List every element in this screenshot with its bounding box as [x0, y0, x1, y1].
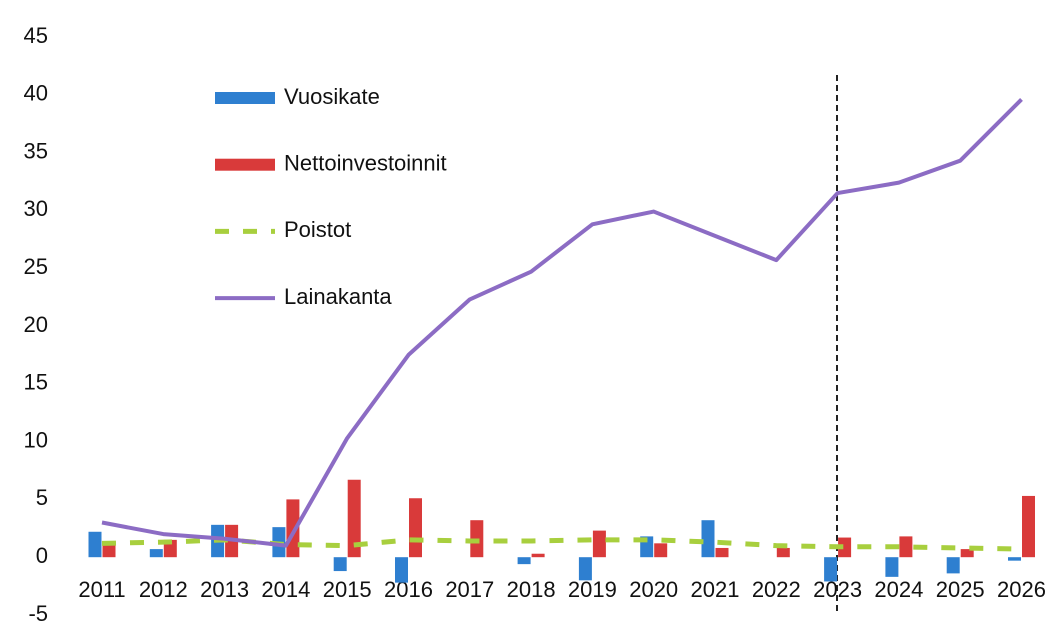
- bar: [578, 557, 592, 581]
- bar: [946, 557, 960, 574]
- legend-label: Poistot: [284, 217, 351, 242]
- y-tick-label: 40: [24, 81, 48, 106]
- bar: [715, 547, 729, 558]
- y-tick-label: 30: [24, 196, 48, 221]
- x-tick-label: 2015: [323, 577, 372, 602]
- legend-swatch: [215, 92, 275, 104]
- x-tick-label: 2019: [568, 577, 617, 602]
- bar: [149, 549, 163, 558]
- bar: [885, 557, 899, 577]
- line: [101, 98, 1023, 548]
- x-tick-label: 2020: [629, 577, 678, 602]
- bar: [409, 498, 422, 558]
- bar: [347, 479, 361, 558]
- x-tick-label: 2026: [997, 577, 1046, 602]
- bar: [88, 531, 102, 558]
- y-tick-label: 5: [36, 485, 48, 510]
- bar: [1008, 557, 1021, 561]
- bar: [899, 536, 913, 558]
- y-tick-label: 10: [24, 427, 48, 452]
- x-tick-label: 2016: [384, 577, 433, 602]
- bar: [102, 544, 116, 558]
- y-tick-label: 25: [24, 254, 48, 279]
- x-tick-label: 2012: [139, 577, 188, 602]
- y-tick-label: 15: [24, 370, 48, 395]
- x-tick-label: 2023: [813, 577, 862, 602]
- bar: [531, 553, 545, 558]
- bar: [701, 520, 715, 558]
- bar: [517, 557, 531, 565]
- bar: [960, 549, 974, 558]
- bar: [776, 547, 790, 558]
- x-tick-label: 2022: [752, 577, 801, 602]
- legend-label: Nettoinvestoinnit: [284, 151, 447, 176]
- legend-swatch: [215, 158, 275, 171]
- x-tick-label: 2011: [78, 577, 125, 602]
- y-tick-label: 45: [24, 23, 48, 48]
- legend-label: Lainakanta: [284, 284, 392, 309]
- bar: [824, 557, 838, 582]
- x-tick-label: 2018: [507, 577, 556, 602]
- bar: [838, 537, 852, 558]
- x-tick-label: 2021: [691, 577, 740, 602]
- x-tick-label: 2013: [200, 577, 249, 602]
- bar: [395, 557, 408, 583]
- bar: [654, 543, 668, 558]
- bar: [1022, 495, 1035, 558]
- y-tick-label: -5: [28, 601, 48, 626]
- bar: [333, 557, 347, 572]
- bar: [592, 530, 606, 558]
- x-tick-label: 2017: [445, 577, 494, 602]
- x-tick-label: 2024: [874, 577, 923, 602]
- x-tick-label: 2025: [936, 577, 985, 602]
- y-tick-label: 0: [36, 543, 48, 568]
- y-tick-label: 20: [24, 312, 48, 337]
- y-tick-label: 35: [24, 138, 48, 163]
- x-tick-label: 2014: [261, 577, 310, 602]
- legend-label: Vuosikate: [284, 84, 380, 109]
